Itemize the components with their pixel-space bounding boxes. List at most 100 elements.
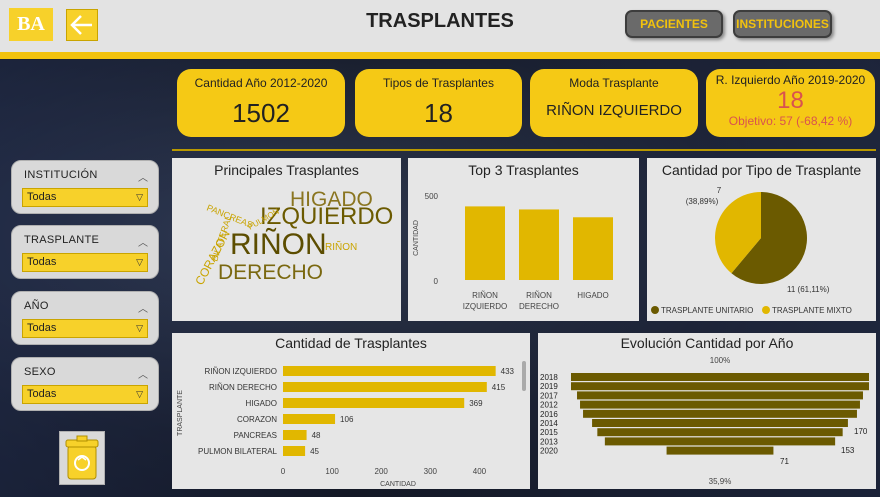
y-axis-label: CANTIDAD <box>413 220 420 256</box>
anio-select[interactable]: Todas ▽ <box>22 319 148 338</box>
x-tick-label: 200 <box>375 467 389 476</box>
data-label: 106 <box>340 415 354 424</box>
filter-label: SEXO <box>24 366 56 378</box>
x-tick-label: HIGADO <box>577 291 609 300</box>
cantidad-panel: Cantidad de Trasplantes RIÑON IZQUIERDO 4… <box>172 333 530 489</box>
funnel-bar <box>571 382 869 391</box>
bar <box>465 206 505 280</box>
slice-label: 11 (61,11%) <box>787 285 830 294</box>
bar <box>283 398 465 408</box>
data-label: 170 <box>854 427 868 436</box>
sexo-select[interactable]: Todas ▽ <box>22 385 148 404</box>
kpi-label: Cantidad Año 2012-2020 <box>194 76 328 90</box>
bar <box>519 209 559 280</box>
filter-sexo[interactable]: SEXO ︿ Todas ▽ <box>11 357 159 411</box>
separator-line <box>172 149 876 151</box>
chevron-down-icon: ▽ <box>136 323 143 333</box>
year-label: 2018 <box>540 373 558 382</box>
funnel-bar <box>577 391 863 400</box>
chevron-up-icon[interactable]: ︿ <box>138 370 148 381</box>
filter-label: INSTITUCIÓN <box>24 169 98 181</box>
year-label: 2014 <box>540 419 558 428</box>
chevron-down-icon: ▽ <box>136 192 143 202</box>
ba-logo: BA <box>9 8 53 41</box>
select-value: Todas <box>27 388 57 400</box>
category-label: PANCREAS <box>234 431 277 440</box>
word-rinon: RIÑON <box>230 227 327 261</box>
trasplante-select[interactable]: Todas ▽ <box>22 253 148 272</box>
year-label: 2020 <box>540 447 558 456</box>
chevron-down-icon: ▽ <box>136 389 143 399</box>
pie-panel: Cantidad por Tipo de Trasplante 11 (61,1… <box>647 158 876 321</box>
scrollbar[interactable] <box>522 361 526 391</box>
page-title: TRASPLANTES <box>366 10 514 32</box>
clear-filters-button[interactable] <box>59 431 105 485</box>
top-label: 100% <box>710 356 730 365</box>
bar <box>573 217 613 280</box>
institucion-select[interactable]: Todas ▽ <box>22 188 148 207</box>
back-button[interactable] <box>66 9 98 41</box>
y-tick-label: 0 <box>434 277 439 286</box>
instituciones-button[interactable]: INSTITUCIONES <box>733 10 832 38</box>
x-axis-label: CANTIDAD <box>380 481 416 488</box>
legend-label: TRASPLANTE MIXTO <box>772 306 852 315</box>
filter-trasplante[interactable]: TRASPLANTE ︿ Todas ▽ <box>11 225 159 279</box>
year-label: 2013 <box>540 437 558 446</box>
legend-marker <box>651 306 659 314</box>
x-tick-label: 300 <box>424 467 438 476</box>
panel-title: Principales Trasplantes <box>214 162 359 178</box>
category-label: PULMON BILATERAL <box>198 447 278 456</box>
chevron-down-icon: ▽ <box>136 257 143 267</box>
funnel-bar <box>580 400 860 409</box>
evolucion-panel: Evolución Cantidad por Año 100% 2018 2019 2… <box>538 333 876 489</box>
word-higado: HIGADO <box>290 188 373 211</box>
x-tick-label: RIÑON <box>526 291 552 300</box>
filter-anio[interactable]: AÑO ︿ Todas ▽ <box>11 291 159 345</box>
select-value: Todas <box>27 191 57 203</box>
x-tick-label: RIÑON <box>472 291 498 300</box>
year-label: 2019 <box>540 382 558 391</box>
bar <box>283 366 496 376</box>
data-label: 433 <box>501 367 515 376</box>
kpi-value: 18 <box>424 98 453 128</box>
filter-institucion[interactable]: INSTITUCIÓN ︿ Todas ▽ <box>11 160 159 214</box>
kpi-label: Tipos de Trasplantes <box>383 76 494 90</box>
x-tick-label: 100 <box>325 467 339 476</box>
evolucion-chart: 100% 201820192017201220162014201520132020… <box>540 356 869 486</box>
word-derecho: DERECHO <box>218 261 323 284</box>
bar <box>283 414 336 424</box>
y-tick-label: 500 <box>425 192 439 201</box>
legend-label: TRASPLANTE UNITARIO <box>661 306 753 315</box>
funnel-bar <box>597 428 843 437</box>
pacientes-button[interactable]: PACIENTES <box>625 10 723 38</box>
kpi-card-tipos: Tipos de Trasplantes 18 <box>355 69 522 137</box>
data-label: 369 <box>469 399 483 408</box>
top3-chart: 500 0 CANTIDAD RIÑON IZQUIERDO RIÑON DERECHO HI… <box>413 192 613 311</box>
kpi-card-cantidad: Cantidad Año 2012-2020 1502 <box>177 69 345 137</box>
chevron-up-icon[interactable]: ︿ <box>138 173 148 184</box>
wordcloud-svg: RIÑON IZQUIERDO DERECHO HIGADO CORAZON P… <box>192 188 393 287</box>
x-tick-label: IZQUIERDO <box>463 302 507 311</box>
bar <box>283 430 307 440</box>
select-value: Todas <box>27 322 57 334</box>
wordcloud-panel: Principales Trasplantes RIÑON IZQUIERDO … <box>172 158 401 321</box>
year-label: 2015 <box>540 428 558 437</box>
year-label: 2016 <box>540 410 558 419</box>
chevron-up-icon[interactable]: ︿ <box>138 238 148 249</box>
legend-marker <box>762 306 770 314</box>
pie-slice <box>731 192 807 284</box>
funnel-bar <box>592 419 848 427</box>
slice-label: 7 <box>717 186 722 195</box>
header-accent-line <box>0 52 880 59</box>
pie-slice <box>715 192 761 274</box>
word-rinon-small: RIÑON <box>325 240 357 253</box>
cantidad-chart: RIÑON IZQUIERDO 433 RIÑON DERECHO 415 HIGADO… <box>177 366 515 488</box>
funnel-bar <box>604 437 836 446</box>
bottom-label: 35,9% <box>709 477 732 486</box>
bar <box>283 382 487 392</box>
kpi-label: R. Izquierdo Año 2019-2020 <box>715 73 866 87</box>
kpi-card-izquierdo: R. Izquierdo Año 2019-2020 18 Objetivo: … <box>706 69 875 137</box>
filter-label: AÑO <box>24 300 49 312</box>
chevron-up-icon[interactable]: ︿ <box>138 304 148 315</box>
